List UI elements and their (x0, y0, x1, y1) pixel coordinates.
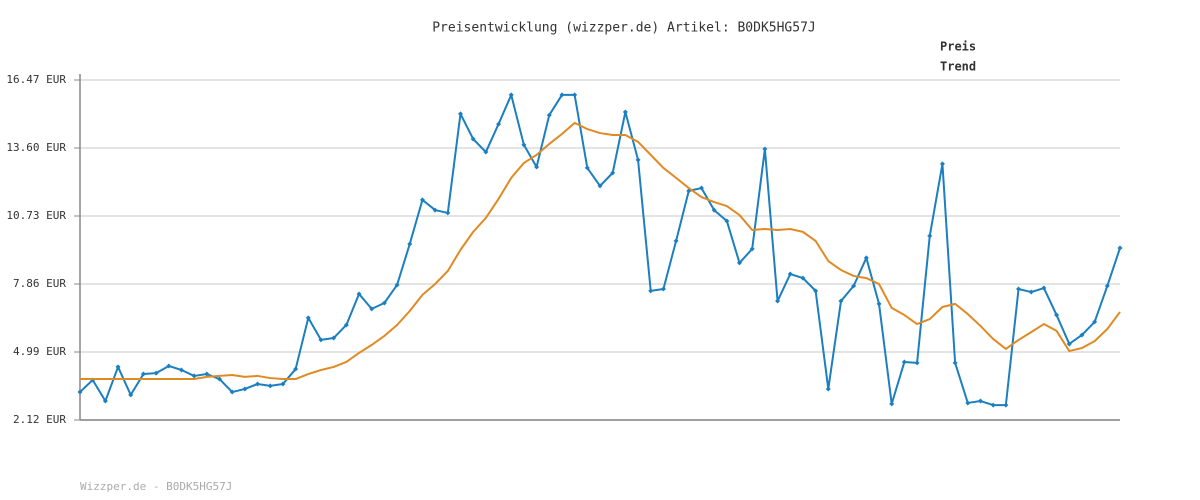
point (787, 271, 793, 277)
point (343, 322, 349, 328)
point (1028, 289, 1034, 295)
point (153, 370, 159, 376)
point (191, 373, 197, 379)
point (534, 164, 540, 170)
point (660, 286, 666, 292)
point (293, 366, 299, 372)
y-tick-label: 2.12 EUR (13, 413, 66, 426)
point (749, 246, 755, 252)
point (990, 402, 996, 408)
point (724, 218, 730, 224)
point (889, 401, 895, 407)
point (635, 157, 641, 163)
point (1054, 312, 1060, 318)
point (356, 291, 362, 297)
point (128, 392, 134, 398)
point (280, 381, 286, 387)
point (166, 363, 172, 369)
point (369, 306, 375, 312)
point (483, 149, 489, 155)
point (457, 111, 463, 117)
point (901, 359, 907, 365)
point (863, 255, 869, 261)
point (115, 364, 121, 370)
point (1092, 319, 1098, 325)
point (800, 275, 806, 281)
point (381, 300, 387, 306)
point (876, 301, 882, 307)
point (1117, 245, 1123, 251)
point (1003, 402, 1009, 408)
point (977, 398, 983, 404)
point (77, 389, 83, 395)
legend-label: Trend (940, 60, 976, 74)
point (762, 146, 768, 152)
point (178, 367, 184, 373)
point (1104, 283, 1110, 289)
point (965, 400, 971, 406)
point (825, 386, 831, 392)
point (584, 165, 590, 171)
point (496, 121, 502, 127)
point (255, 381, 261, 387)
point (939, 161, 945, 167)
point (217, 376, 223, 382)
point (914, 360, 920, 366)
point (102, 398, 108, 404)
point (775, 298, 781, 304)
point (851, 283, 857, 289)
point (445, 210, 451, 216)
legend-label: Preis (940, 40, 976, 54)
point (1041, 285, 1047, 291)
point (1066, 341, 1072, 347)
point (813, 288, 819, 294)
y-tick-label: 10.73 EUR (6, 209, 66, 222)
point (470, 136, 476, 142)
point (267, 383, 273, 389)
point (711, 207, 717, 213)
series-line (80, 121, 1121, 381)
point (305, 315, 311, 321)
point (242, 386, 248, 392)
point (1079, 332, 1085, 338)
y-tick-label: 7.86 EUR (13, 277, 66, 290)
point (698, 185, 704, 191)
point (229, 389, 235, 395)
point (432, 207, 438, 213)
y-tick-label: 13.60 EUR (6, 141, 66, 154)
point (559, 92, 565, 98)
y-tick-label: 16.47 EUR (6, 73, 66, 86)
point (508, 92, 514, 98)
point (394, 282, 400, 288)
point (572, 92, 578, 98)
point (597, 183, 603, 189)
point (673, 238, 679, 244)
footer: Wizzper.de - B0DK5HG57J (80, 480, 232, 493)
point (204, 371, 210, 377)
point (407, 241, 413, 247)
point (521, 142, 527, 148)
point (648, 288, 654, 294)
point (546, 112, 552, 118)
point (419, 197, 425, 203)
point (331, 335, 337, 341)
point (610, 170, 616, 176)
point (838, 298, 844, 304)
point (622, 109, 628, 115)
point (927, 233, 933, 239)
point (952, 360, 958, 366)
point (737, 260, 743, 266)
point (140, 371, 146, 377)
point (318, 337, 324, 343)
point (1016, 286, 1022, 292)
y-tick-label: 4.99 EUR (13, 345, 66, 358)
chart-title: Preisentwicklung (wizzper.de) Artikel: B… (432, 21, 816, 36)
